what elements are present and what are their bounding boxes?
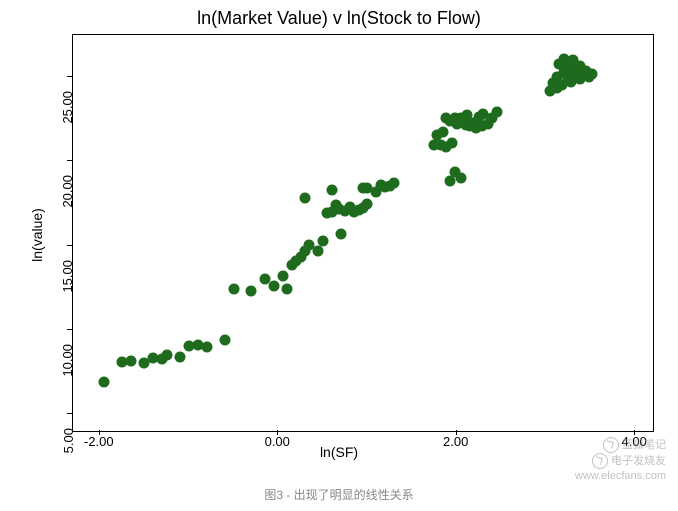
y-tick-mark	[67, 160, 72, 161]
x-tick-mark	[277, 430, 278, 435]
y-tick-label: 5.00	[61, 428, 76, 453]
x-tick-mark	[456, 430, 457, 435]
data-point	[126, 356, 137, 367]
data-point	[438, 126, 449, 137]
data-point	[246, 286, 257, 297]
data-point	[282, 283, 293, 294]
figure-caption: 图3 - 出现了明显的线性关系	[264, 486, 413, 503]
x-tick-mark	[99, 430, 100, 435]
y-tick-mark	[67, 76, 72, 77]
x-tick-label: 0.00	[265, 434, 290, 449]
data-point	[300, 192, 311, 203]
x-tick-label: 2.00	[443, 434, 468, 449]
x-tick-label: -2.00	[84, 434, 114, 449]
data-point	[201, 341, 212, 352]
data-point	[587, 68, 598, 79]
data-point	[268, 281, 279, 292]
watermark-line1: 蓝狐笔记	[622, 439, 666, 451]
data-point	[456, 173, 467, 184]
y-tick-mark	[67, 329, 72, 330]
data-point	[491, 106, 502, 117]
scatter-chart: ln(Market Value) v ln(Stock to Flow) ln(…	[0, 0, 678, 470]
data-point	[389, 178, 400, 189]
watermark-url: www.elecfans.com	[575, 469, 666, 483]
watermark-line2: 电子发烧友	[611, 455, 666, 467]
y-tick-label: 10.00	[61, 344, 76, 377]
y-tick-label: 25.00	[61, 91, 76, 124]
data-point	[175, 351, 186, 362]
data-point	[161, 350, 172, 361]
chart-title: ln(Market Value) v ln(Stock to Flow)	[197, 8, 481, 29]
data-point	[326, 185, 337, 196]
y-tick-label: 20.00	[61, 175, 76, 208]
data-point	[317, 236, 328, 247]
data-point	[99, 377, 110, 388]
data-point	[277, 270, 288, 281]
x-tick-mark	[634, 430, 635, 435]
data-point	[219, 335, 230, 346]
y-axis-label: ln(value)	[29, 208, 45, 262]
plot-area	[72, 34, 654, 432]
y-tick-label: 15.00	[61, 260, 76, 293]
brand-icon	[592, 453, 608, 469]
data-point	[362, 198, 373, 209]
data-point	[228, 284, 239, 295]
y-tick-mark	[67, 413, 72, 414]
data-point	[447, 137, 458, 148]
watermark: 蓝狐笔记 电子发烧友 www.elecfans.com	[575, 437, 666, 483]
y-tick-mark	[67, 245, 72, 246]
data-point	[335, 228, 346, 239]
x-axis-label: ln(SF)	[320, 444, 358, 460]
wechat-icon	[603, 437, 619, 453]
